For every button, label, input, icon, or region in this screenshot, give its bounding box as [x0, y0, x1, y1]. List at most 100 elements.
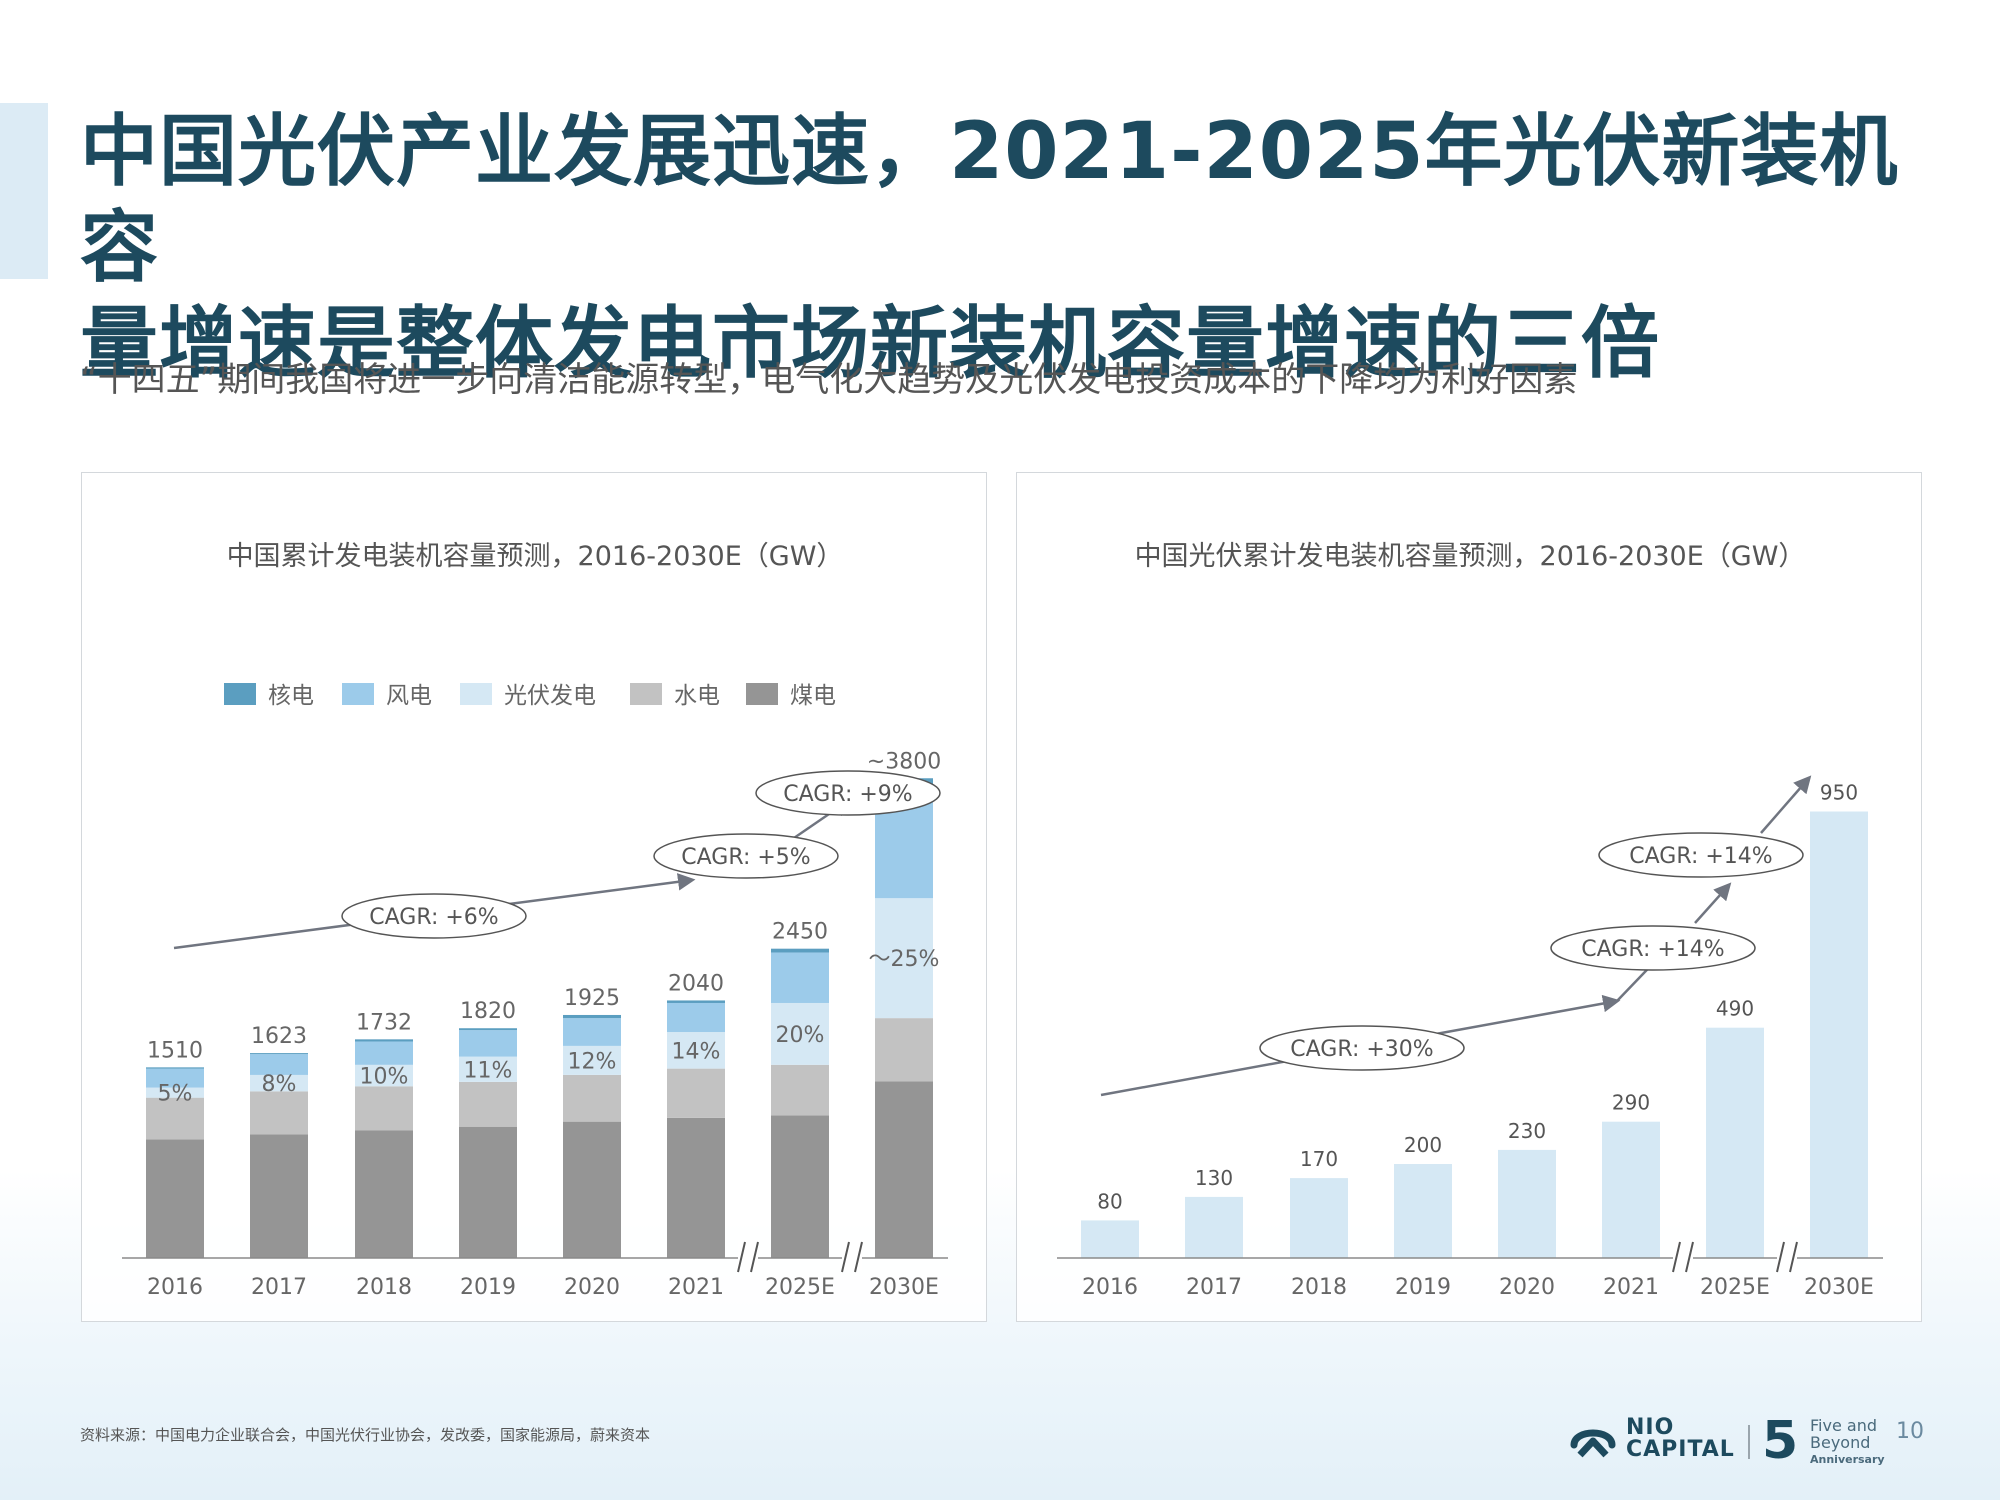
cagr-ellipse [755, 770, 941, 816]
nio-capital-logo: NIO CAPITAL 5 Five and Beyond Anniversar… [1570, 1411, 1950, 1475]
cagr-label: CAGR: +30% [1290, 1037, 1433, 1062]
solar-bar [1602, 1121, 1660, 1258]
solar-bar [1185, 1196, 1243, 1258]
solar-bar [1706, 1027, 1764, 1258]
solar-share-label: 10% [360, 1065, 409, 1090]
legend-label-wind: 风电 [386, 683, 432, 709]
axis-break-mark [854, 1241, 863, 1273]
bar-segment-solar [146, 1087, 204, 1098]
bar-segment-coal [563, 1121, 621, 1258]
x-tick-label: 2017 [251, 1275, 307, 1300]
bar-segment-coal [667, 1117, 725, 1258]
legend-swatch-hydro [630, 683, 662, 705]
total-value-label: 1510 [147, 1038, 203, 1063]
bar-segment-hydro [459, 1081, 517, 1127]
legend-label-nuclear: 核电 [268, 683, 314, 709]
cagr-label: CAGR: +5% [681, 845, 810, 870]
bar-segment-solar [563, 1045, 621, 1075]
cagr-ellipse [1259, 1025, 1465, 1071]
x-tick-label: 2020 [564, 1275, 620, 1300]
x-tick-label: 2017 [1186, 1275, 1242, 1300]
anniversary-line-2: Beyond [1810, 1433, 1871, 1452]
x-tick-label: 2021 [668, 1275, 724, 1300]
solar-bar [1498, 1149, 1556, 1258]
cagr-ellipse [1598, 832, 1804, 878]
trend-arrow [1694, 882, 1732, 924]
solar-share-label: 14% [672, 1039, 721, 1064]
solar-bar [1810, 811, 1868, 1258]
x-tick-label: 2019 [460, 1275, 516, 1300]
chart-panel-solar-capacity: 中国光伏累计发电装机容量预测，2016-2030E（GW） 80 130 170 200… [1016, 472, 1922, 1322]
stacked-bar-chart: 中国累计发电装机容量预测，2016-2030E（GW） 核电 风电 光伏发电 水电 煤电 1… [122, 541, 948, 1300]
bar-segment-coal [459, 1126, 517, 1258]
axis-break-mark [1672, 1241, 1681, 1273]
bar-segment-solar [459, 1056, 517, 1082]
axis-break-mark [1789, 1241, 1798, 1273]
title-accent-bar [0, 103, 48, 279]
anniversary-text: Five and Beyond Anniversary [1810, 1417, 1885, 1468]
cagr-label: CAGR: +9% [783, 782, 912, 807]
brand-name: NIO CAPITAL [1626, 1417, 1735, 1461]
trend-arrow [1760, 775, 1812, 834]
bar-segment-solar [875, 898, 933, 1019]
anniversary-five-icon: 5 [1762, 1411, 1799, 1471]
total-value-label: 2040 [668, 971, 724, 996]
legend-label-solar: 光伏发电 [504, 683, 596, 709]
bar-segment-nuclear [355, 1039, 413, 1042]
bar-segment-hydro [667, 1068, 725, 1118]
bar-value-label: 170 [1300, 1147, 1338, 1171]
bar-segment-solar [771, 1002, 829, 1065]
x-tick-label: 2021 [1603, 1275, 1659, 1300]
bar-segment-wind [563, 1018, 621, 1046]
bar-value-label: 200 [1404, 1133, 1442, 1157]
title-line-1: 中国光伏产业发展迅速，2021-2025年光伏新装机容 [80, 107, 1899, 293]
legend-swatch-nuclear [224, 683, 256, 705]
brand-line-1: NIO [1626, 1415, 1675, 1440]
bar-segment-wind [146, 1068, 204, 1088]
bar-segment-nuclear [771, 948, 829, 953]
brand-line-2: CAPITAL [1626, 1437, 1735, 1462]
solar-share-label: 8% [262, 1072, 297, 1097]
solar-bar-chart: 中国光伏累计发电装机容量预测，2016-2030E（GW） 80 130 170 200… [1057, 541, 1883, 1300]
solar-bar [1081, 1220, 1139, 1258]
nio-logo-icon [1570, 1429, 1616, 1458]
bar-segment-wind [250, 1054, 308, 1075]
legend-label-hydro: 水电 [674, 683, 720, 709]
bar-value-label: 950 [1820, 781, 1858, 805]
bar-segment-coal [355, 1130, 413, 1258]
bar-segment-coal [250, 1134, 308, 1258]
axis-break-mark [841, 1241, 850, 1273]
page-subtitle: “十四五”期间我国将进一步向清洁能源转型，电气化大趋势及光伏发电投资成本的下降均… [80, 360, 1578, 400]
bar-segment-hydro [355, 1086, 413, 1131]
anniversary-line-1: Five and [1810, 1416, 1877, 1435]
axis-break-mark [1776, 1241, 1785, 1273]
total-value-label: 1925 [564, 986, 620, 1011]
bar-segment-nuclear [250, 1053, 308, 1055]
bar-segment-hydro [146, 1097, 204, 1140]
legend-swatch-wind [342, 683, 374, 705]
bar-segment-hydro [563, 1074, 621, 1122]
bar-segment-hydro [875, 1018, 933, 1082]
chart-title: 中国累计发电装机容量预测，2016-2030E（GW） [227, 541, 844, 572]
bar-value-label: 290 [1612, 1091, 1650, 1115]
total-value-label: 1820 [460, 999, 516, 1024]
solar-share-label: 12% [568, 1049, 617, 1074]
bar-segment-nuclear [146, 1067, 204, 1069]
logo-divider [1748, 1425, 1750, 1459]
bar-segment-coal [146, 1139, 204, 1258]
bar-segment-nuclear [563, 1014, 621, 1019]
x-tick-label: 2016 [1082, 1275, 1138, 1300]
bar-segment-solar [667, 1032, 725, 1069]
total-value-label: 1623 [251, 1024, 307, 1049]
bar-segment-solar [250, 1074, 308, 1092]
solar-share-label: ～25% [869, 947, 940, 972]
x-tick-label: 2019 [1395, 1275, 1451, 1300]
bar-value-label: 80 [1097, 1189, 1122, 1213]
legend-label-coal: 煤电 [790, 683, 836, 709]
cagr-label: CAGR: +6% [369, 905, 498, 930]
solar-share-label: 11% [464, 1058, 513, 1083]
bar-segment-nuclear [459, 1028, 517, 1031]
solar-bar [1394, 1164, 1452, 1258]
page-title: 中国光伏产业发展迅速，2021-2025年光伏新装机容 量增速是整体发电市场新装… [80, 104, 1920, 392]
solar-share-label: 20% [776, 1023, 825, 1048]
